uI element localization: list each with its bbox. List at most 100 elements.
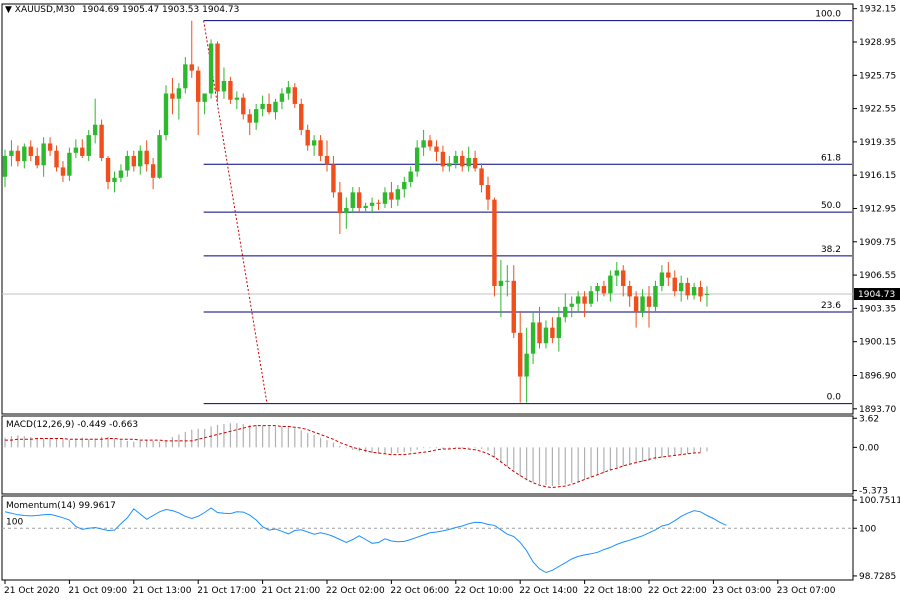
price-tick-label: 1906.55 <box>859 271 896 281</box>
fib-level-label: 61.8 <box>821 153 841 163</box>
candle-body <box>575 296 581 304</box>
candle-body <box>234 97 240 100</box>
candle-body <box>138 150 143 167</box>
macd-label: MACD(12,26,9) -0.449 -0.663 <box>6 420 139 430</box>
candle-body <box>427 140 433 147</box>
candle-body <box>653 286 658 307</box>
candle-body <box>530 322 536 354</box>
price-panel-frame <box>1 3 854 415</box>
fib-level-label: 0.0 <box>827 393 842 403</box>
candle-body <box>563 306 568 318</box>
time-tick-label: 21 Oct 17:00 <box>197 586 256 596</box>
candle-body <box>247 114 252 123</box>
time-tick-label: 21 Oct 13:00 <box>133 586 192 596</box>
macd-tick-label: 0.00 <box>859 443 879 453</box>
time-tick-label: 23 Oct 03:00 <box>712 586 771 596</box>
candle-body <box>2 155 8 177</box>
fib-trendline <box>203 20 268 404</box>
momentum-tick-label: 98.7285 <box>859 572 896 582</box>
candle-body <box>389 192 394 200</box>
candle-body <box>666 272 671 278</box>
macd-tick-label: -5.373 <box>859 487 888 497</box>
price-tick-label: 1893.70 <box>859 405 896 415</box>
candle-body <box>150 164 156 178</box>
candle-body <box>54 150 59 168</box>
candle-body <box>163 93 169 136</box>
time-tick-label: 22 Oct 06:00 <box>390 586 449 596</box>
candle-body <box>73 147 79 153</box>
candle-body <box>324 155 330 165</box>
candle-body <box>595 286 600 292</box>
candle-body <box>221 81 227 92</box>
candle-body <box>453 155 458 164</box>
candle-body <box>60 167 66 176</box>
candle-body <box>608 275 613 294</box>
candle-body <box>311 140 317 146</box>
candle-body <box>698 287 703 297</box>
time-tick-label: 23 Oct 07:00 <box>777 586 836 596</box>
candle-body <box>292 87 297 104</box>
candle-body <box>511 280 516 333</box>
candle-body <box>189 64 194 71</box>
candle-body <box>176 88 182 99</box>
candle-body <box>498 280 504 287</box>
candle-body <box>144 150 149 165</box>
candle-body <box>382 192 388 204</box>
candle-body <box>41 143 46 166</box>
candle-body <box>170 93 175 99</box>
candle-body <box>414 147 420 172</box>
price-tick-label: 1900.15 <box>859 338 896 348</box>
time-tick-label: 21 Oct 2020 <box>4 586 60 596</box>
candle-body <box>9 150 14 156</box>
candle-body <box>633 296 639 313</box>
candle-body <box>659 272 665 287</box>
candle-body <box>479 168 484 186</box>
fib-level-label: 100.0 <box>815 10 841 20</box>
time-tick-label: 21 Oct 09:00 <box>68 586 127 596</box>
price-tick-label: 1932.15 <box>859 5 896 15</box>
momentum-tick-label: 100.7511 <box>859 496 900 506</box>
price-tick-label: 1928.95 <box>859 38 896 48</box>
candle-body <box>685 282 690 296</box>
time-tick-label: 22 Oct 14:00 <box>519 586 578 596</box>
candle-body <box>208 43 214 94</box>
momentum-level-label: 100 <box>6 517 23 527</box>
candle-body <box>402 181 407 190</box>
candle-body <box>440 151 446 167</box>
candle-body <box>118 170 124 178</box>
candle-body <box>447 163 452 167</box>
candle-body <box>627 286 632 297</box>
candle-body <box>537 322 542 344</box>
candle-body <box>344 207 349 214</box>
candle-body <box>357 192 362 208</box>
candle-body <box>588 291 594 304</box>
symbol-label: XAUUSD,M30 <box>14 5 76 15</box>
time-tick-label: 21 Oct 21:00 <box>262 586 321 596</box>
candle-body <box>112 177 117 182</box>
candle-body <box>131 155 136 167</box>
candle-body <box>92 124 98 136</box>
candle-body <box>614 270 619 276</box>
candle-body <box>550 327 555 339</box>
candle-body <box>266 103 272 113</box>
candle-body <box>337 192 343 214</box>
candle-body <box>505 280 510 282</box>
candle-body <box>640 296 645 313</box>
candle-body <box>99 124 104 159</box>
candle-body <box>196 70 201 102</box>
candle-body <box>460 155 465 167</box>
candle-body <box>125 155 130 171</box>
candle-body <box>47 143 53 151</box>
candle-body <box>318 140 323 156</box>
candle-body <box>434 146 439 152</box>
candle-body <box>569 303 574 307</box>
candle-body <box>492 199 497 287</box>
candle-body <box>350 192 355 208</box>
dropdown-arrow-icon[interactable]: ▼ <box>5 5 12 15</box>
candle-body <box>22 146 27 162</box>
momentum-tick-label: 100 <box>859 524 876 534</box>
candle-body <box>395 189 401 200</box>
time-tick-label: 22 Oct 10:00 <box>455 586 514 596</box>
candle-body <box>260 103 265 110</box>
